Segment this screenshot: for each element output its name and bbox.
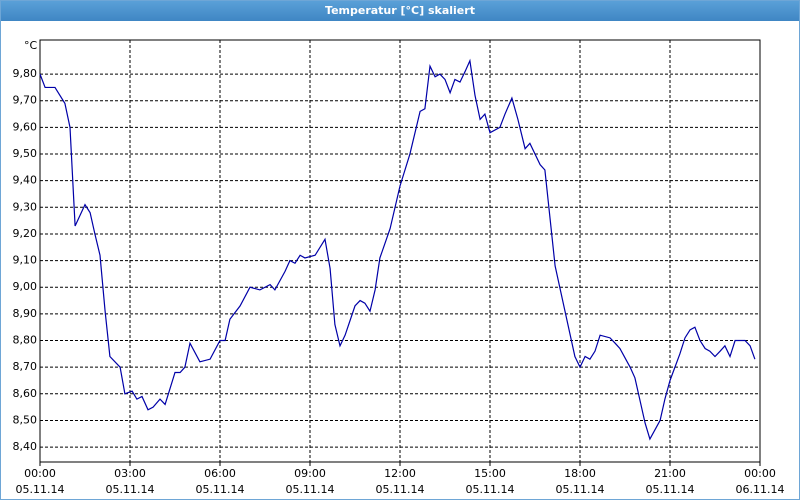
y-tick-label: 9,80 [13, 67, 38, 80]
y-tick-label: 9,40 [13, 174, 38, 187]
x-tick-label: 00:00 06.11.14 [735, 467, 785, 496]
x-tick-label: 18:00 05.11.14 [555, 467, 605, 496]
x-tick-label: 09:00 05.11.14 [285, 467, 335, 496]
y-tick-label: 9,20 [13, 227, 38, 240]
y-tick-label: 8,60 [13, 387, 38, 400]
y-tick-label: 8,70 [13, 360, 38, 373]
x-tick-label: 15:00 05.11.14 [465, 467, 515, 496]
y-unit-label: °C [24, 39, 38, 52]
x-tick-label: 21:00 05.11.14 [645, 467, 695, 496]
x-tick-label: 03:00 05.11.14 [105, 467, 155, 496]
y-tick-label: 9,00 [13, 280, 38, 293]
y-tick-label: 8,50 [13, 413, 38, 426]
y-tick-label: 8,40 [13, 440, 38, 453]
y-tick-label: 9,50 [13, 147, 38, 160]
y-tick-label: 9,10 [13, 254, 38, 267]
x-tick-label: 12:00 05.11.14 [375, 467, 425, 496]
y-tick-label: 9,60 [13, 120, 38, 133]
y-tick-label: 8,80 [13, 334, 38, 347]
data-line [39, 58, 756, 441]
y-tick-label: 8,90 [13, 307, 38, 320]
x-tick-label: 06:00 05.11.14 [195, 467, 245, 496]
title-bar: Temperatur [°C] skaliert [1, 1, 799, 21]
y-tick-label: 9,30 [13, 200, 38, 213]
y-tick-label: 9,70 [13, 94, 38, 107]
x-tick-label: 00:00 05.11.14 [15, 467, 65, 496]
